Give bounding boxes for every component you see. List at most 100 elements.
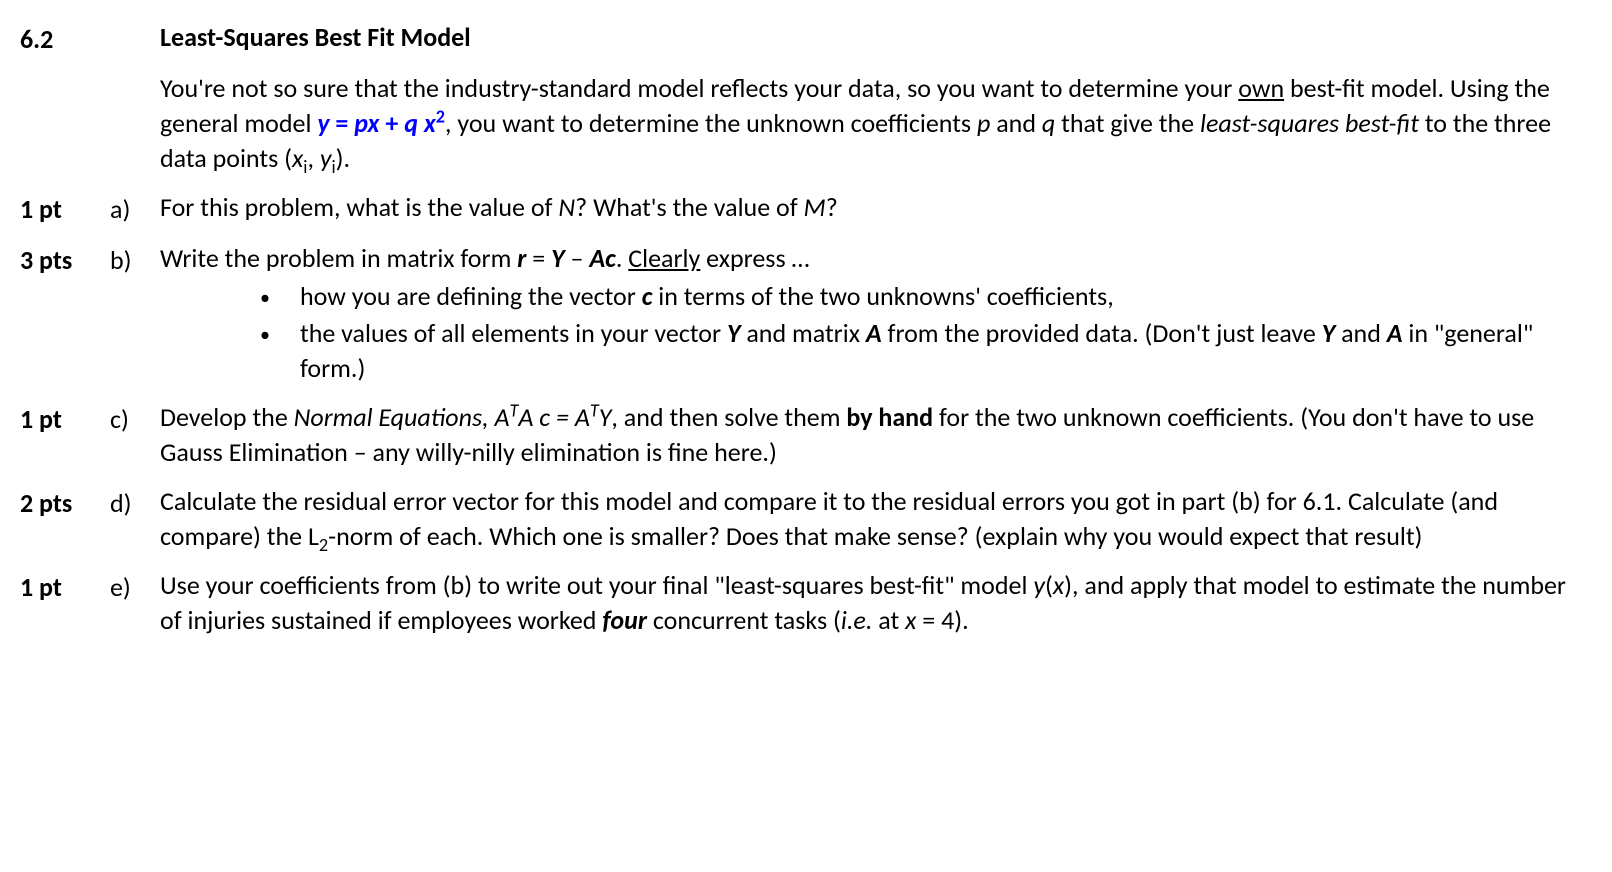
d-sub2: 2 [319,534,328,556]
b2-text: and matrix [740,317,865,349]
b-bullet-1: • how you are defining the vector c in t… [260,279,1572,314]
b2-A: A [866,317,882,349]
intro-p: p [977,107,990,139]
c-ne: Normal Equations, A [294,401,510,433]
body-c: Develop the Normal Equations, ATA c = AT… [160,400,1572,470]
part-a-row: 1 pt a) For this problem, what is the va… [20,190,1572,227]
c-ne2: A c = A [518,401,590,433]
b-Y: Y [551,242,565,274]
e-paren: ( [1045,569,1053,601]
intro-text: You're not so sure that the industry-sta… [160,72,1238,104]
xi-x: x [292,142,303,174]
b-minus: – [565,242,590,274]
b2-text: the values of all elements in your vecto… [300,317,727,349]
b-c: c [605,242,616,274]
part-b-row: 3 pts b) Write the problem in matrix for… [20,241,1572,385]
body-b: Write the problem in matrix form r = Y –… [160,241,1572,385]
b-bullet1-text: how you are defining the vector c in ter… [300,279,1572,314]
e-text: concurrent tasks ( [647,604,841,636]
intro-row: You're not so sure that the industry-sta… [20,71,1572,176]
e-text: at [872,604,905,636]
e-x2: x [905,604,916,636]
b2-A2: A [1387,317,1403,349]
c-ne3: Y [599,401,612,433]
section-number: 6.2 [20,23,53,55]
b-dot: . [616,242,628,274]
e-paren2: ) [1064,569,1072,601]
intro-text: , [307,142,319,174]
b1-c: c [642,280,653,312]
b-bullet2-text: the values of all elements in your vecto… [300,316,1572,386]
model-x: x [368,107,380,139]
intro-body: You're not so sure that the industry-sta… [160,71,1572,176]
part-c-row: 1 pt c) Develop the Normal Equations, A T… [20,400,1572,470]
b-text: Write the problem in matrix form [160,242,517,274]
b1-text: in terms of the two unknowns' coefficien… [652,280,1113,312]
b-clearly: Clearly [628,242,700,274]
c-T2: T [590,399,599,421]
yi-y: y [320,142,332,174]
model-plus: + [379,107,404,139]
c-text: , and then solve them [611,401,846,433]
e-ie: i.e. [841,604,873,636]
bullet-icon: • [260,316,300,349]
b-bullet-2: • the values of all elements in your vec… [260,316,1572,386]
b-A: A [589,242,605,274]
points-a: 1 pt [20,190,110,227]
b-express: express … [700,242,809,274]
body-e: Use your coefficients from (b) to write … [160,568,1572,638]
points-b: 3 pts [20,241,110,278]
intro-text: ). [336,142,350,174]
c-text: Develop the [160,401,294,433]
b-bullets: • how you are defining the vector c in t… [160,279,1572,386]
e-text: = 4). [916,604,968,636]
model-eq: = [330,107,355,139]
b2-text: from the provided data. (Don't just leav… [882,317,1322,349]
model-sq: 2 [436,106,445,128]
b-main-line: Write the problem in matrix form r = Y –… [160,241,1572,276]
body-d: Calculate the residual error vector for … [160,484,1572,554]
points-d: 2 pts [20,484,110,521]
letter-b: b) [110,241,160,278]
letter-c: c) [110,400,160,437]
intro-own: own [1238,72,1284,104]
e-text: Use your coefficients from (b) to write … [160,569,1033,601]
bullet-icon: • [260,279,300,312]
a-text: ? [826,191,838,223]
letter-d: d) [110,484,160,521]
section-title: Least-Squares Best Fit Model [160,21,471,53]
intro-text: and [990,107,1042,139]
letter-e: e) [110,568,160,605]
intro-lsbf: least-squares best-fit [1200,107,1419,139]
points-c: 1 pt [20,400,110,437]
part-d-row: 2 pts d) Calculate the residual error ve… [20,484,1572,554]
b-eq: = [526,242,551,274]
b1-text: how you are defining the vector [300,280,642,312]
problem-page: 6.2 Least-Squares Best Fit Model You're … [0,0,1612,872]
section-header-row: 6.2 Least-Squares Best Fit Model [20,20,1572,57]
spacer [110,71,160,73]
b2-Y: Y [727,317,741,349]
intro-text: , you want to determine the unknown coef… [445,107,977,139]
model-p: p [354,107,367,139]
d-text: -norm of each. Which one is smaller? Doe… [328,520,1422,552]
e-four: four [602,604,647,636]
b2-text: and [1335,317,1387,349]
points-e: 1 pt [20,568,110,605]
b2-Y2: Y [1322,317,1336,349]
spacer [20,71,110,73]
a-N: N [558,191,575,223]
a-text: ? What's the value of [575,191,803,223]
a-text: For this problem, what is the value of [160,191,558,223]
body-a: For this problem, what is the value of N… [160,190,1572,225]
section-number-col: 6.2 [20,20,110,57]
model-y: y [317,107,329,139]
intro-text: that give the [1055,107,1200,139]
model-q: q [404,107,424,139]
letter-a: a) [110,190,160,227]
section-title-col: Least-Squares Best Fit Model [160,20,1572,55]
e-y: y [1033,569,1045,601]
e-x: x [1053,569,1064,601]
c-byhand: by hand [846,401,933,433]
intro-q: q [1042,107,1055,139]
